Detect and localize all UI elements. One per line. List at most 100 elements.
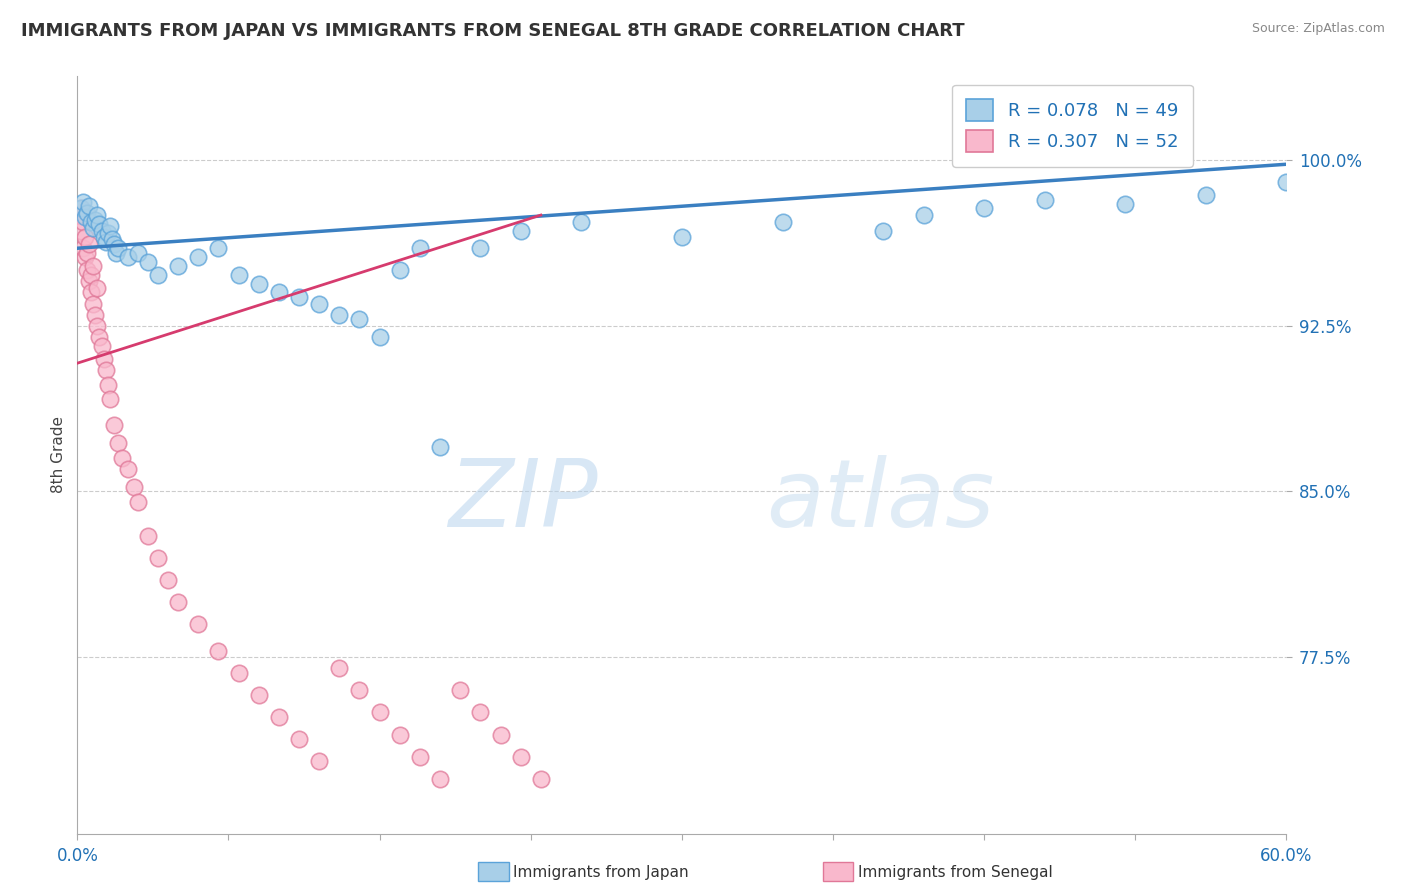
Point [82, 221, 104, 235]
Point [79, 236, 101, 251]
Point [1033, 193, 1056, 207]
Point [122, 480, 145, 494]
Point [72, 194, 94, 209]
Point [72, 241, 94, 255]
Point [308, 296, 330, 310]
Point [228, 268, 250, 282]
Point [470, 706, 492, 720]
Point [973, 202, 995, 216]
Point [388, 727, 411, 741]
Point [388, 263, 411, 277]
Point [187, 250, 209, 264]
Point [167, 259, 190, 273]
Legend: R = 0.078   N = 49, R = 0.307   N = 52: R = 0.078 N = 49, R = 0.307 N = 52 [952, 85, 1192, 167]
Point [70, 223, 93, 237]
Point [267, 285, 290, 300]
Point [470, 241, 492, 255]
Point [489, 727, 512, 741]
Text: Immigrants from Senegal: Immigrants from Senegal [858, 865, 1053, 880]
Point [288, 290, 311, 304]
Point [671, 230, 693, 244]
Point [89, 329, 111, 343]
Point [228, 665, 250, 680]
Point [75, 250, 97, 264]
Point [127, 495, 149, 509]
Point [288, 731, 311, 746]
Point [94, 235, 117, 249]
Point [90, 338, 112, 352]
Point [136, 254, 159, 268]
Point [409, 749, 432, 764]
Point [449, 683, 471, 698]
Point [72, 215, 94, 229]
Point [247, 277, 270, 291]
Point [79, 199, 101, 213]
Point [207, 643, 229, 657]
Point [1114, 197, 1136, 211]
Point [146, 268, 169, 282]
Point [569, 215, 592, 229]
Point [368, 329, 391, 343]
Point [328, 308, 350, 322]
Point [328, 661, 350, 675]
Point [84, 212, 107, 227]
Point [82, 259, 104, 273]
Point [75, 230, 97, 244]
Point [1195, 188, 1218, 202]
Point [96, 226, 118, 240]
Point [429, 440, 451, 454]
Point [80, 268, 103, 282]
Point [146, 550, 169, 565]
Y-axis label: 8th Grade: 8th Grade [51, 417, 66, 493]
Point [409, 241, 432, 255]
Point [772, 215, 794, 229]
Point [107, 435, 129, 450]
Text: Source: ZipAtlas.com: Source: ZipAtlas.com [1251, 22, 1385, 36]
Point [136, 528, 159, 542]
Point [70, 202, 93, 216]
Point [117, 462, 139, 476]
Point [100, 232, 122, 246]
Point [349, 683, 371, 698]
Point [84, 308, 107, 322]
Point [89, 217, 111, 231]
Point [70, 202, 93, 216]
Point [82, 296, 104, 310]
Point [75, 211, 97, 225]
Point [117, 250, 139, 264]
Point [107, 241, 129, 255]
Point [912, 208, 935, 222]
Point [368, 706, 391, 720]
Point [872, 223, 894, 237]
Point [1275, 175, 1298, 189]
Point [247, 688, 270, 702]
Point [207, 241, 229, 255]
Point [308, 754, 330, 768]
Point [86, 318, 108, 333]
Point [93, 351, 115, 366]
Point [104, 245, 127, 260]
Point [79, 274, 101, 288]
Point [98, 392, 121, 406]
Point [90, 223, 112, 237]
Point [96, 378, 118, 392]
Text: Immigrants from Japan: Immigrants from Japan [513, 865, 689, 880]
Point [76, 263, 98, 277]
Point [80, 285, 103, 300]
Point [509, 749, 531, 764]
Point [103, 418, 125, 433]
Point [80, 215, 103, 229]
Point [67, 208, 90, 222]
Text: IMMIGRANTS FROM JAPAN VS IMMIGRANTS FROM SENEGAL 8TH GRADE CORRELATION CHART: IMMIGRANTS FROM JAPAN VS IMMIGRANTS FROM… [21, 22, 965, 40]
Point [111, 451, 134, 466]
Point [267, 710, 290, 724]
Point [76, 245, 98, 260]
Point [429, 772, 451, 786]
Point [167, 595, 190, 609]
Point [509, 223, 531, 237]
Point [187, 617, 209, 632]
Text: atlas: atlas [766, 455, 995, 546]
Point [94, 363, 117, 377]
Point [93, 230, 115, 244]
Point [86, 281, 108, 295]
